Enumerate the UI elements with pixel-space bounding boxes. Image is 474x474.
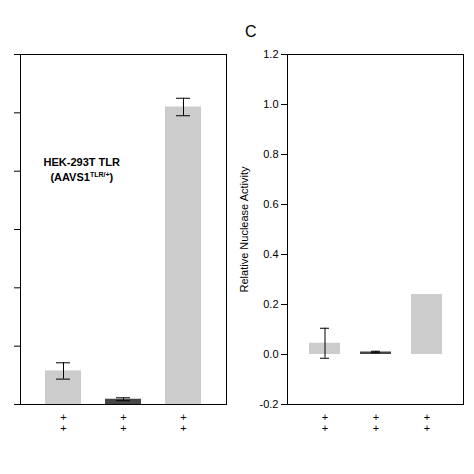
- svg-text:0.6: 0.6: [263, 198, 278, 210]
- svg-text:0.0: 0.0: [263, 348, 278, 360]
- svg-text:-0.2: -0.2: [260, 398, 279, 410]
- svg-text:++: ++: [60, 411, 66, 434]
- svg-text:++: ++: [180, 411, 186, 434]
- svg-text:0.2: 0.2: [263, 298, 278, 310]
- svg-text:1.0: 1.0: [263, 98, 278, 110]
- html-text:C: C: [245, 23, 257, 40]
- svg-text:Relative Nuclease Activity: Relative Nuclease Activity: [238, 166, 250, 292]
- svg-text:HEK-293T TLR(AAVS1TLR/+): HEK-293T TLR(AAVS1TLR/+): [44, 156, 120, 183]
- svg-text:0.8: 0.8: [263, 148, 278, 160]
- svg-text:0.4: 0.4: [263, 248, 278, 260]
- svg-text:++: ++: [373, 411, 379, 434]
- svg-text:++: ++: [120, 411, 126, 434]
- svg-text:++: ++: [322, 411, 328, 434]
- svg-text:++: ++: [424, 411, 430, 434]
- svg-text:1.2: 1.2: [263, 48, 278, 60]
